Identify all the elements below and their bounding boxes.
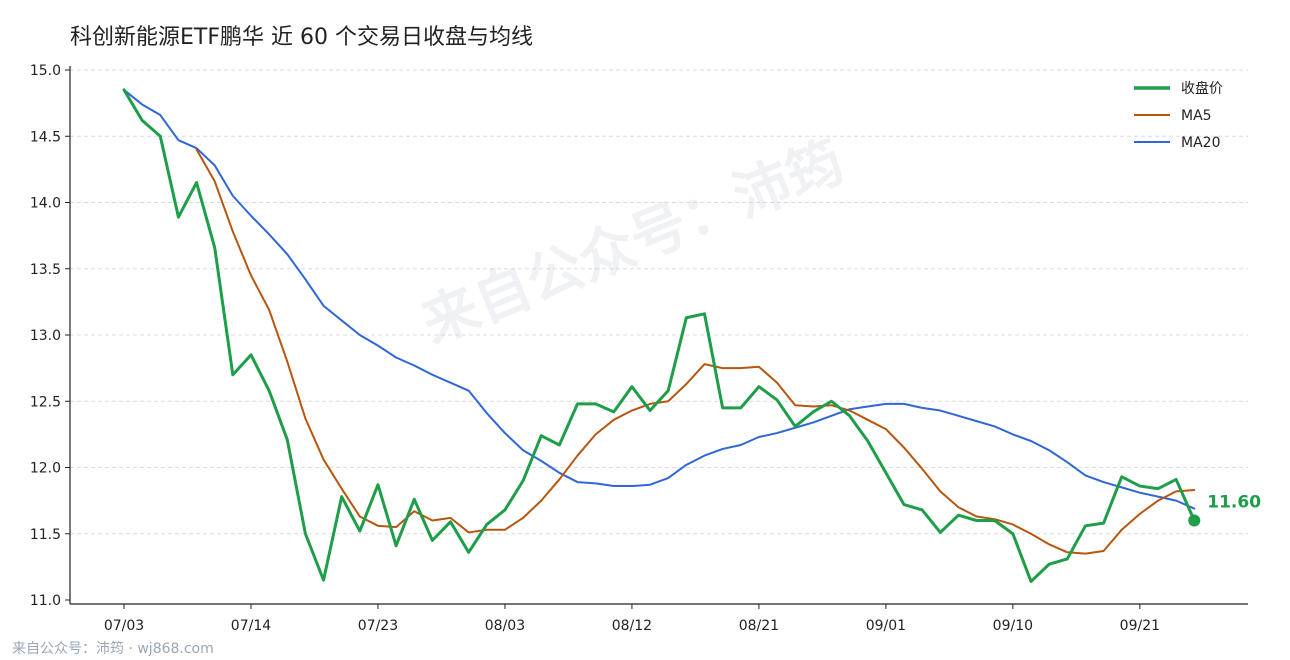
legend-label: MA5 xyxy=(1181,108,1212,124)
series-lines xyxy=(122,88,1196,583)
legend-label: MA20 xyxy=(1181,135,1220,151)
x-ticks: 07/03 07/14 07/23 08/03 08/12 08/21 09/01 09/10… xyxy=(104,604,1160,634)
y-tick-label: 14.0 xyxy=(30,196,61,212)
y-tick-label: 11.5 xyxy=(30,527,61,543)
y-ticks: 11.0 11.5 12.0 12.5 13.0 13.5 14.0 14.5 15.0 xyxy=(30,63,70,609)
chart-title: 科创新能源ETF鹏华 近 60 个交易日收盘与均线 xyxy=(70,25,533,50)
y-tick-label: 14.5 xyxy=(30,129,61,145)
series-line-ma5 xyxy=(195,148,1196,555)
x-tick-label: 08/21 xyxy=(739,618,779,634)
x-tick-label: 08/03 xyxy=(485,618,525,634)
end-marker: 11.60 xyxy=(1188,493,1261,527)
watermark: 来自公众号：沛筠 xyxy=(413,129,853,357)
x-tick-label: 07/14 xyxy=(231,618,271,634)
legend-label: 收盘价 xyxy=(1181,80,1223,97)
x-tick-label: 07/23 xyxy=(358,618,398,634)
x-tick-label: 08/12 xyxy=(612,618,652,634)
last-close-label: 11.60 xyxy=(1207,493,1261,513)
y-tick-label: 11.0 xyxy=(30,593,61,609)
y-tick-label: 12.0 xyxy=(30,461,61,477)
last-close-dot xyxy=(1188,514,1201,527)
x-tick-label: 09/10 xyxy=(993,618,1033,634)
footer-credit: 来自公众号：沛筠 · wj868.com xyxy=(12,640,214,657)
x-tick-label: 07/03 xyxy=(104,618,144,634)
x-tick-label: 09/21 xyxy=(1120,618,1160,634)
y-tick-label: 15.0 xyxy=(30,63,61,79)
y-tick-label: 13.0 xyxy=(30,328,61,344)
series-line-ma20 xyxy=(123,88,1196,510)
x-tick-label: 09/01 xyxy=(866,618,906,634)
y-tick-label: 13.5 xyxy=(30,262,61,278)
series-line-close xyxy=(122,88,1196,583)
legend: 收盘价 MA5 MA20 xyxy=(1134,80,1223,151)
y-tick-label: 12.5 xyxy=(30,394,61,410)
